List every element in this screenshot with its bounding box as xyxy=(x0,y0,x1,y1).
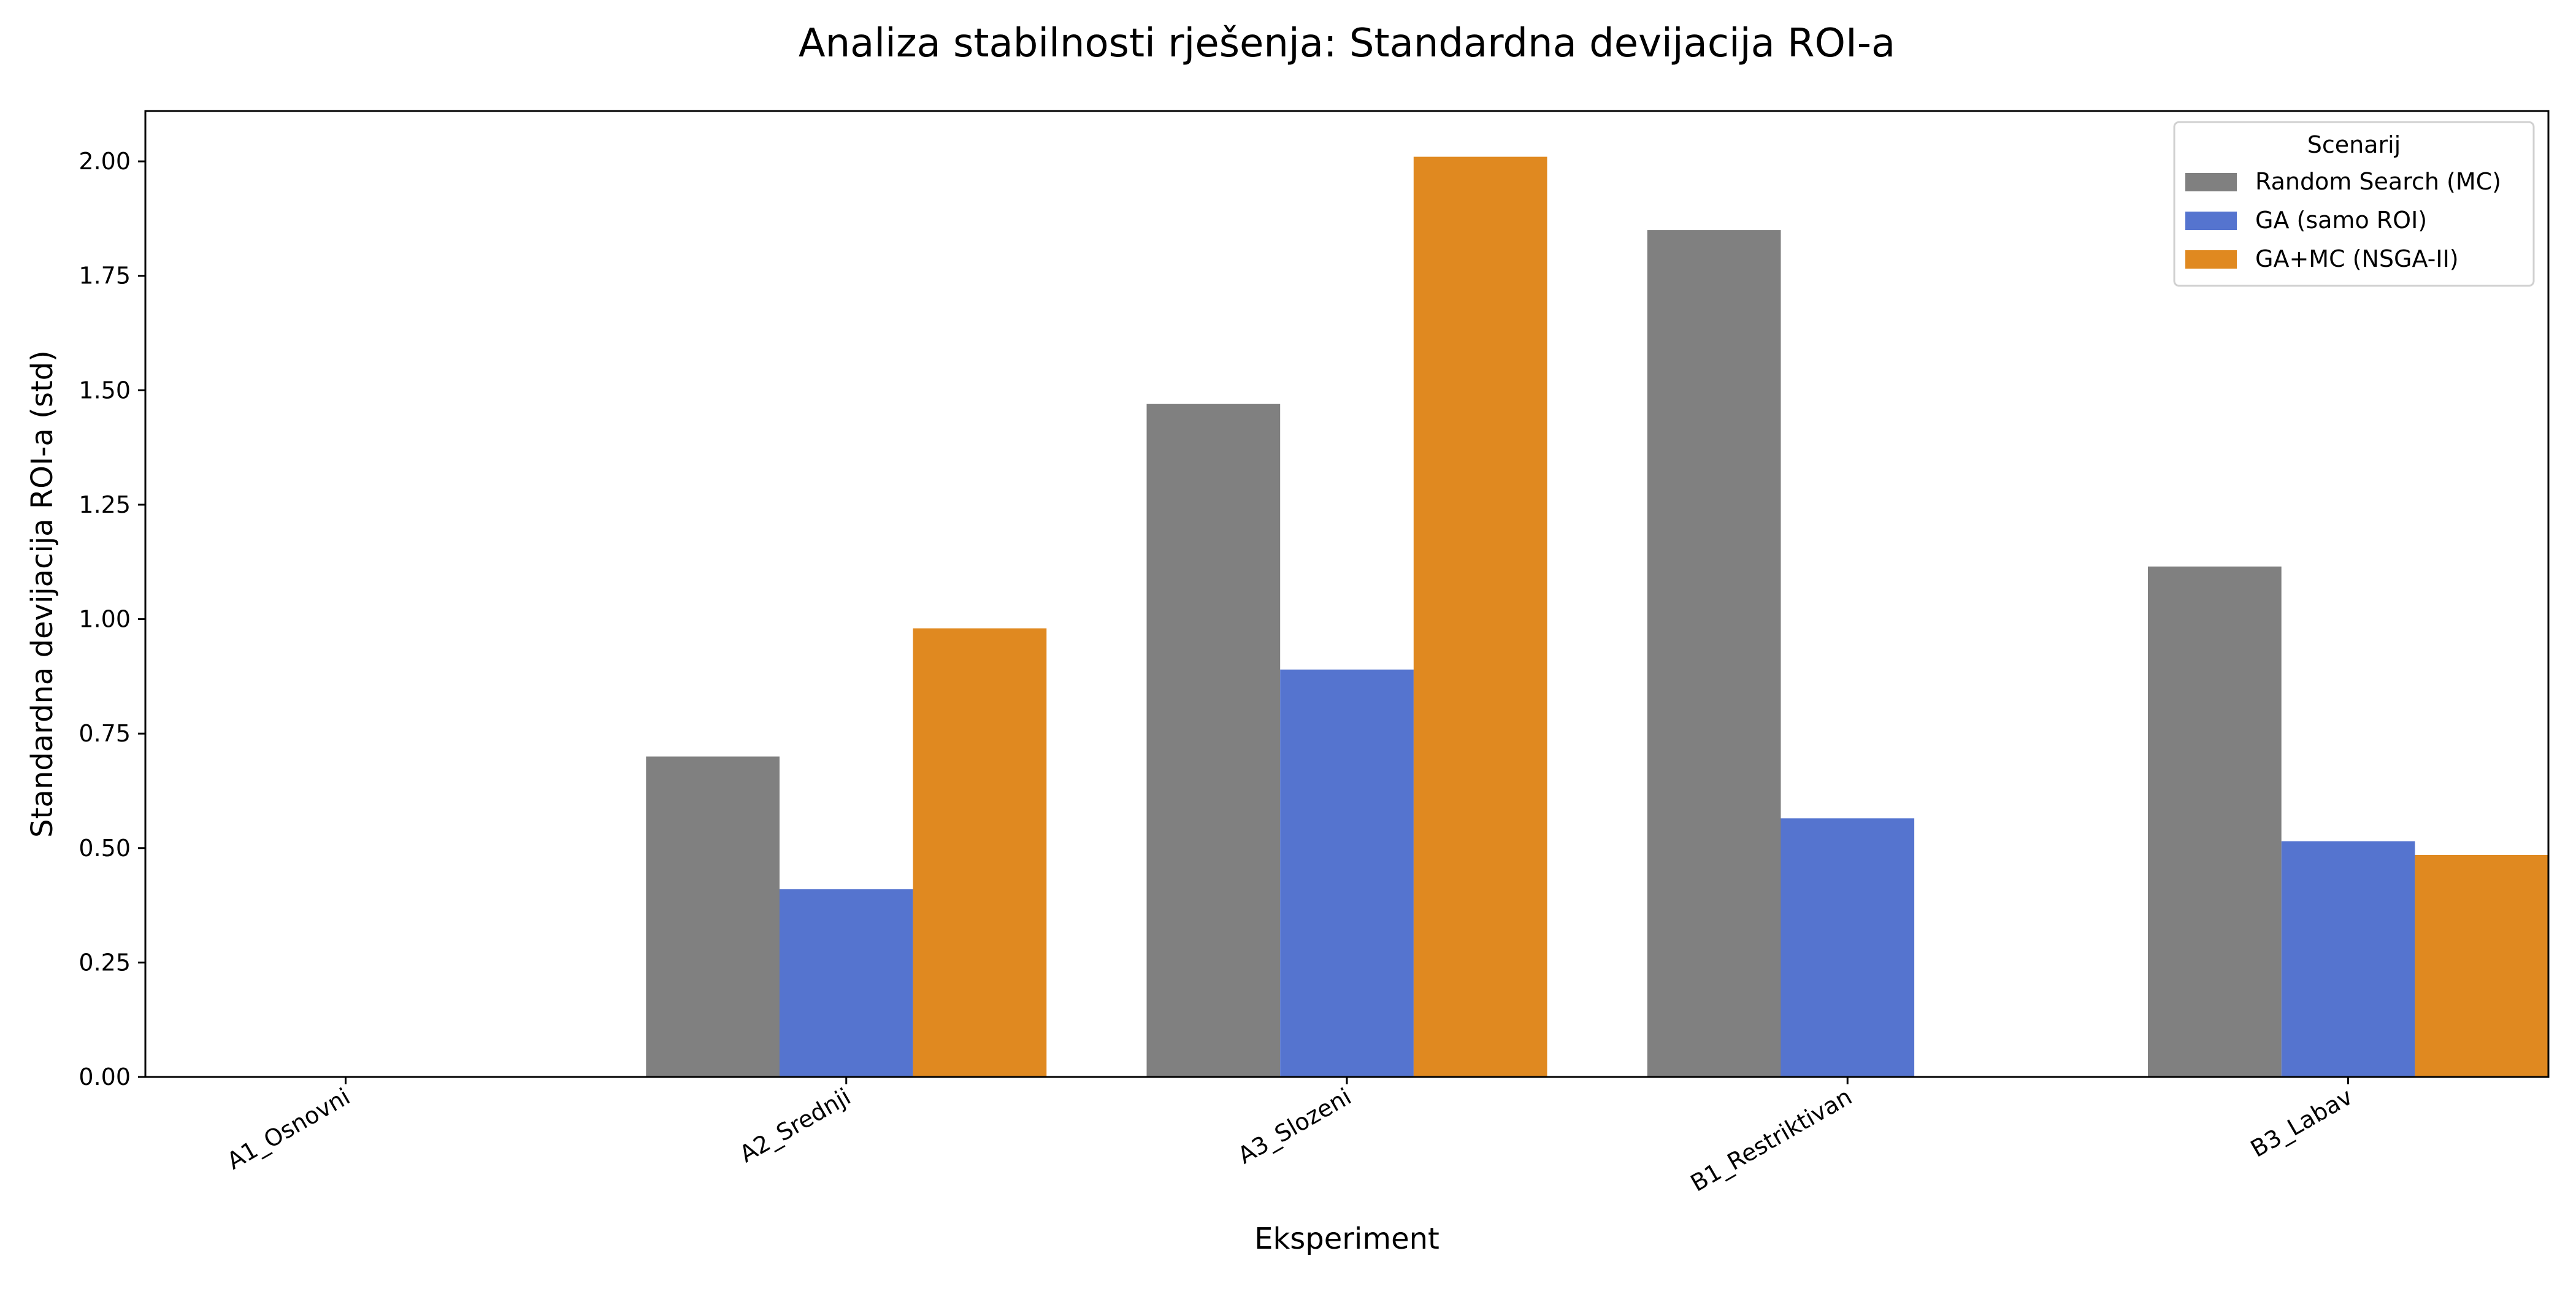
y-tick-label: 2.00 xyxy=(79,148,131,175)
bar-ga-mc-nsga-ii-a3-slozeni xyxy=(1413,156,1547,1078)
bar-ga-samo-roi-a2-srednji xyxy=(779,889,913,1077)
bar-random-search-mc-b3-labav xyxy=(2148,566,2282,1077)
bar-ga-mc-nsga-ii-a2-srednji xyxy=(913,628,1047,1077)
bar-random-search-mc-b1-restriktivan xyxy=(1647,230,1781,1078)
y-tick-label: 1.25 xyxy=(79,491,131,518)
legend-box xyxy=(2173,121,2535,287)
bar-ga-samo-roi-b3-labav xyxy=(2281,841,2415,1077)
legend-label-ga-mc-nsga-ii: GA+MC (NSGA-II) xyxy=(2255,245,2459,272)
y-tick-label: 1.50 xyxy=(79,377,131,404)
legend-swatch-ga-mc-nsga-ii xyxy=(2185,250,2237,269)
y-tick-label: 1.00 xyxy=(79,606,131,633)
y-tick-label: 0.25 xyxy=(79,949,131,976)
bar-random-search-mc-a3-slozeni xyxy=(1146,404,1281,1078)
bar-ga-samo-roi-a3-slozeni xyxy=(1280,669,1414,1077)
legend-swatch-random-search-mc xyxy=(2185,173,2237,191)
legend-title: Scenarij xyxy=(2307,131,2401,158)
bar-random-search-mc-a2-srednji xyxy=(646,756,780,1077)
y-tick-label: 0.50 xyxy=(79,835,131,862)
legend-swatch-ga-samo-roi xyxy=(2185,212,2237,230)
y-tick-label: 1.75 xyxy=(79,262,131,289)
legend-label-ga-samo-roi: GA (samo ROI) xyxy=(2255,207,2427,234)
x-axis-label: Eksperiment xyxy=(1254,1222,1439,1256)
y-tick-label: 0.00 xyxy=(79,1063,131,1090)
chart-title: Analiza stabilnosti rješenja: Standardna… xyxy=(799,21,1895,66)
bar-ga-mc-nsga-ii-b3-labav xyxy=(2415,855,2548,1077)
legend-label-random-search-mc: Random Search (MC) xyxy=(2255,168,2501,195)
y-axis-label: Standardna devijacija ROI-a (std) xyxy=(25,350,59,838)
y-tick-label: 0.75 xyxy=(79,720,131,747)
bar-ga-samo-roi-b1-restriktivan xyxy=(1781,818,1915,1077)
